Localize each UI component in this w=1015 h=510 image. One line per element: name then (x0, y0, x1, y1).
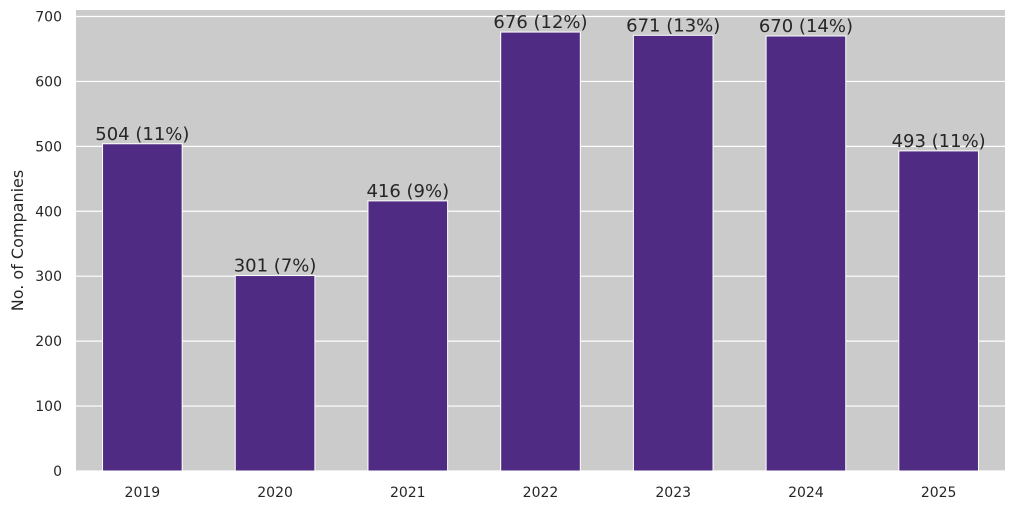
y-tick-label: 500 (35, 139, 62, 155)
data-labels: 504 (11%) 301 (7%) 416 (9%) 676 (12%) 671 (1… (95, 12, 985, 276)
y-tick-label: 0 (53, 464, 62, 480)
y-tick-label: 600 (35, 74, 62, 90)
bar-2020 (234, 275, 316, 472)
data-label: 504 (11%) (95, 124, 189, 145)
x-axis-ticks: 2019 2020 2021 2022 2023 2024 2025 (125, 485, 957, 501)
x-tick-label: 2020 (257, 485, 293, 501)
y-tick-label: 200 (35, 334, 62, 350)
x-tick-label: 2022 (523, 485, 559, 501)
data-label: 670 (14%) (759, 16, 853, 37)
y-axis-ticks: 0 100 200 300 400 500 600 700 (35, 9, 62, 480)
x-tick-label: 2025 (921, 485, 957, 501)
data-label: 676 (12%) (493, 12, 587, 33)
bar-2025 (898, 150, 979, 472)
bar-2022 (500, 31, 581, 472)
bar-2023 (632, 34, 714, 472)
x-tick-label: 2019 (125, 485, 161, 501)
bar-2021 (367, 200, 449, 472)
bars (102, 31, 979, 472)
data-label: 416 (9%) (366, 181, 449, 202)
data-label: 301 (7%) (234, 256, 317, 277)
bar-2024 (765, 35, 847, 472)
x-tick-label: 2023 (655, 485, 691, 501)
y-tick-label: 100 (35, 399, 62, 415)
y-tick-label: 400 (35, 204, 62, 220)
y-axis-label: No. of Companies (8, 170, 27, 311)
bar-2019 (102, 143, 183, 472)
data-label: 671 (13%) (626, 15, 720, 36)
y-tick-label: 300 (35, 269, 62, 285)
y-tick-label: 700 (35, 9, 62, 25)
data-label: 493 (11%) (892, 131, 986, 152)
x-tick-label: 2024 (788, 485, 824, 501)
x-tick-label: 2021 (390, 485, 426, 501)
